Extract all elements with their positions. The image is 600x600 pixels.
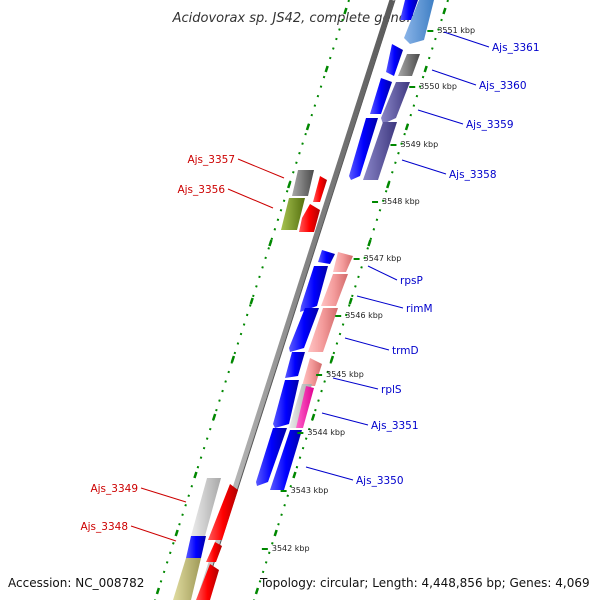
gene-feature[interactable] <box>300 266 328 312</box>
gene-label-ajs-3359[interactable]: Ajs_3359 <box>466 119 514 131</box>
gene-label-ajs-3361[interactable]: Ajs_3361 <box>492 42 540 54</box>
gene-leader-line <box>417 109 464 125</box>
gene-features <box>173 0 434 600</box>
gene-feature[interactable] <box>363 122 397 180</box>
tick-dash <box>230 355 236 363</box>
gene-leader-line <box>367 265 398 281</box>
gene-leader-line <box>443 31 490 48</box>
tick-dash <box>404 123 410 131</box>
map-title: Acidovorax sp. JS42, complete genome <box>172 11 428 26</box>
gene-leader-line <box>401 159 447 175</box>
gene-label-ajs-3357[interactable]: Ajs_3357 <box>187 154 235 166</box>
gene-feature[interactable] <box>289 308 319 352</box>
tick-dash <box>343 7 348 15</box>
gene-feature[interactable] <box>400 0 418 20</box>
gene-feature[interactable] <box>333 252 353 272</box>
topology-text: Topology: circular; Length: 4,448,856 bp… <box>259 576 590 590</box>
tick-dash <box>249 297 254 305</box>
tick-dash <box>292 471 297 479</box>
accession-text: Accession: NC_008782 <box>8 576 144 590</box>
tick-dash <box>254 587 260 595</box>
gene-feature[interactable] <box>308 308 338 352</box>
gene-label-rpsp[interactable]: rpsP <box>400 275 423 287</box>
gene-feature[interactable] <box>285 352 305 378</box>
gene-leader-line <box>356 295 404 309</box>
gene-label-ajs-3348[interactable]: Ajs_3348 <box>80 521 128 533</box>
gene-feature[interactable] <box>270 430 302 490</box>
gene-feature[interactable] <box>404 0 434 44</box>
gene-feature[interactable] <box>398 54 420 76</box>
gene-feature[interactable] <box>208 484 238 540</box>
gene-feature[interactable] <box>256 428 287 486</box>
tick-dash <box>367 239 372 247</box>
gene-leader-line <box>332 377 379 390</box>
tick-dash <box>212 413 217 421</box>
kbp-tick-label: 3551 kbp <box>437 26 475 35</box>
gene-feature[interactable] <box>296 386 314 428</box>
gene-label-rpls[interactable]: rplS <box>381 384 402 396</box>
gene-feature[interactable] <box>386 44 403 76</box>
kbp-labels: 3551 kbp 3550 kbp 3549 kbp 3548 kbp 3547 kbp… <box>261 26 475 553</box>
gene-feature[interactable] <box>173 558 201 600</box>
tick-dashes <box>155 7 447 595</box>
kbp-tick-label: 3548 kbp <box>382 197 420 206</box>
gene-label-trmd[interactable]: trmD <box>392 345 419 357</box>
gene-leader-line <box>130 525 177 542</box>
gene-leader-line <box>140 487 187 503</box>
tick-dash <box>287 181 292 189</box>
gene-label-ajs-3351[interactable]: Ajs_3351 <box>371 420 419 432</box>
gene-feature[interactable] <box>186 536 206 558</box>
tick-dash <box>329 355 335 363</box>
gene-feature[interactable] <box>349 118 378 180</box>
gene-label-ajs-3349[interactable]: Ajs_3349 <box>90 483 138 495</box>
gene-label-ajs-3356[interactable]: Ajs_3356 <box>177 184 225 196</box>
tick-dash <box>324 65 329 73</box>
gene-feature[interactable] <box>196 564 219 600</box>
gene-feature[interactable] <box>381 82 410 124</box>
gene-feature[interactable] <box>191 478 221 536</box>
gene-feature[interactable] <box>281 198 305 230</box>
gene-label-ajs-3358[interactable]: Ajs_3358 <box>449 169 497 181</box>
tick-dash <box>155 587 161 595</box>
gene-feature[interactable] <box>302 358 322 386</box>
tick-dash <box>348 297 353 305</box>
kbp-tick-label: 3543 kbp <box>291 486 329 495</box>
right-gene-labels: Ajs_3361 Ajs_3360 Ajs_3359 Ajs_3358 rpsP rimM… <box>305 31 540 487</box>
gene-leader-line <box>321 412 369 426</box>
tick-dash <box>386 181 391 189</box>
gene-feature[interactable] <box>318 250 335 264</box>
tick-dash <box>268 239 273 247</box>
gene-leader-line <box>344 337 390 351</box>
kbp-tick-label: 3546 kbp <box>345 311 383 320</box>
gene-label-rimm[interactable]: rimM <box>406 303 433 315</box>
tick-dash <box>305 123 311 131</box>
tick-dash <box>174 529 179 537</box>
tick-dash <box>442 7 447 15</box>
gene-leader-line <box>431 69 477 86</box>
tick-dash <box>193 471 198 479</box>
gene-leader-line <box>227 188 274 209</box>
kbp-tick-label: 3549 kbp <box>400 140 438 149</box>
gene-label-ajs-3350[interactable]: Ajs_3350 <box>356 475 404 487</box>
tick-dash <box>423 65 428 73</box>
gene-label-ajs-3360[interactable]: Ajs_3360 <box>479 80 527 92</box>
tick-dash <box>311 413 316 421</box>
gene-feature[interactable] <box>321 274 348 306</box>
left-gene-labels: Ajs_3357 Ajs_3356 Ajs_3349 Ajs_3348 <box>80 154 285 542</box>
kbp-tick-label: 3545 kbp <box>326 370 364 379</box>
kbp-tick-label: 3550 kbp <box>419 82 457 91</box>
gene-feature[interactable] <box>292 170 314 196</box>
gene-leader-line <box>237 158 285 179</box>
kbp-tick-label: 3544 kbp <box>307 428 345 437</box>
tick-dash <box>273 529 278 537</box>
gene-feature[interactable] <box>206 542 222 562</box>
gene-feature[interactable] <box>370 78 392 114</box>
gene-leader-line <box>305 466 354 481</box>
kbp-tick-label: 3542 kbp <box>272 544 310 553</box>
gene-feature[interactable] <box>299 204 320 232</box>
kbp-tick-label: 3547 kbp <box>364 254 402 263</box>
gene-feature[interactable] <box>313 176 327 202</box>
gene-feature[interactable] <box>273 380 299 428</box>
